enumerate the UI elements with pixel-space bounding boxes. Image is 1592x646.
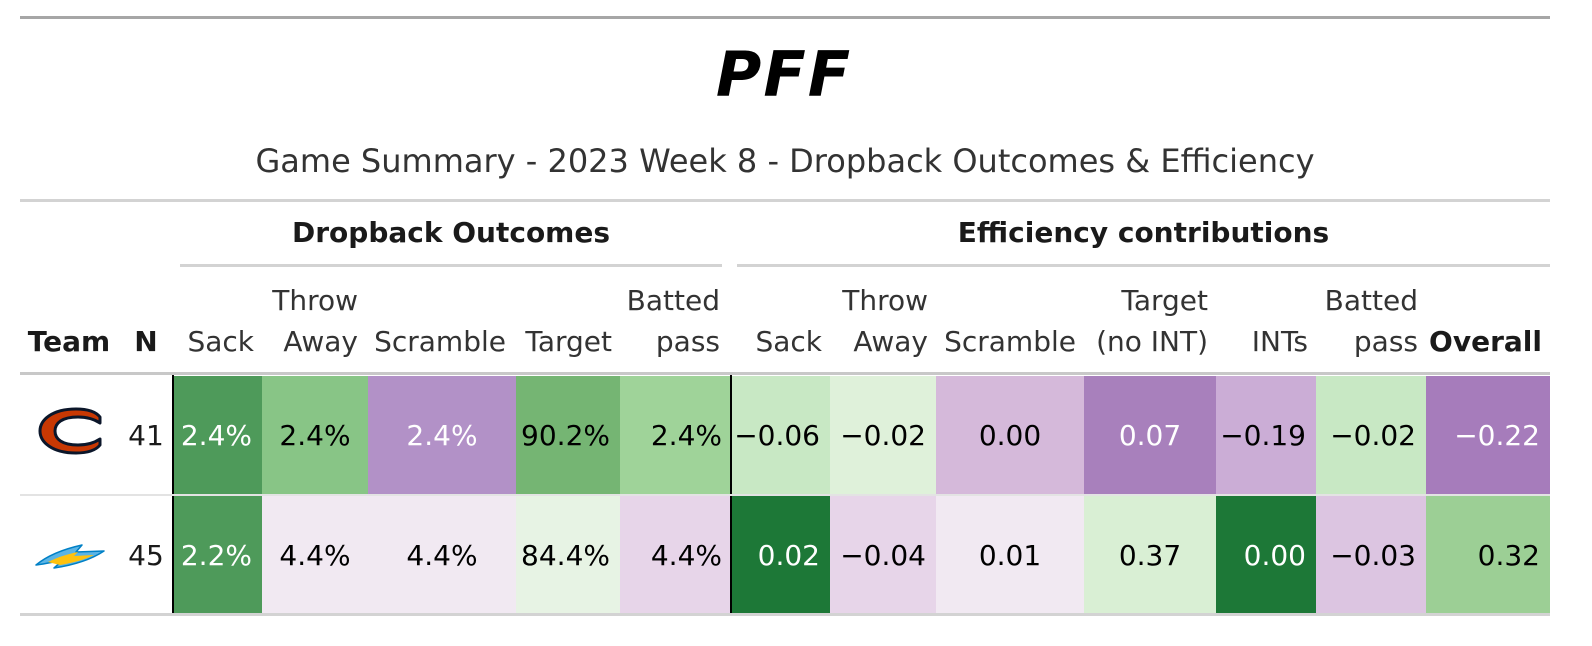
table-cell: −0.02: [1316, 376, 1426, 495]
cell-n: 45: [128, 539, 164, 572]
table-cell: 2.4%: [620, 376, 732, 495]
table-cell: 4.4%: [620, 496, 732, 615]
chargers-logo: [35, 544, 105, 569]
header-divider: [20, 372, 1550, 375]
col-header-eff-target-no-int: Target (no INT): [1096, 284, 1208, 358]
title-divider: [20, 199, 1550, 202]
pff-logo: PFF: [716, 46, 852, 102]
table-cell: −0.04: [830, 496, 936, 615]
col-header-eff-scramble: Scramble: [944, 325, 1076, 358]
table-cell: 2.4%: [174, 376, 262, 495]
col-header-eff-batted-pass: Batted pass: [1324, 284, 1418, 358]
col-header-outcome-sack: Sack: [187, 325, 254, 358]
table-cell: −0.22: [1426, 376, 1550, 495]
top-border: [20, 16, 1550, 19]
table-cell: 0.01: [936, 496, 1084, 615]
table-cell: 2.4%: [262, 376, 368, 495]
col-header-outcome-scramble: Scramble: [374, 325, 506, 358]
group-dropback-outcomes: Dropback Outcomes: [291, 216, 611, 249]
table-cell: −0.19: [1216, 376, 1316, 495]
table-cell: 2.2%: [174, 496, 262, 615]
col-header-outcome-target: Target: [525, 325, 612, 358]
table-cell: −0.02: [830, 376, 936, 495]
table-cell: 84.4%: [516, 496, 620, 615]
table-cell: 0.37: [1084, 496, 1216, 615]
col-header-eff-ints: INTs: [1251, 325, 1308, 358]
bottom-border: [20, 613, 1550, 616]
cell-n: 41: [128, 419, 164, 452]
col-header-outcome-batted-pass: Batted pass: [626, 284, 720, 358]
table-cell: 4.4%: [368, 496, 516, 615]
group-efficiency-contributions: Efficiency contributions: [957, 216, 1330, 249]
table-cell: 90.2%: [516, 376, 620, 495]
table-cell: 4.4%: [262, 496, 368, 615]
table-title: Game Summary - 2023 Week 8 - Dropback Ou…: [255, 142, 1315, 180]
table-cell: −0.06: [732, 376, 830, 495]
table-cell: −0.03: [1316, 496, 1426, 615]
table-cell: 2.4%: [368, 376, 516, 495]
col-header-outcome-throw-away: Throw Away: [272, 284, 358, 358]
group-dropback-outcomes-rule: [180, 264, 722, 267]
row-separator: [20, 494, 1550, 496]
bears-logo: [38, 407, 102, 455]
col-header-eff-overall: Overall: [1429, 325, 1542, 358]
table-cell: 0.00: [936, 376, 1084, 495]
pff-logo-text: PFF: [716, 46, 852, 102]
group-efficiency-rule: [737, 264, 1550, 267]
table-cell: 0.02: [732, 496, 830, 615]
col-header-eff-sack: Sack: [755, 325, 822, 358]
table-cell: 0.00: [1216, 496, 1316, 615]
table-cell: 0.32: [1426, 496, 1550, 615]
col-header-team: Team: [27, 325, 111, 358]
col-header-n: N: [134, 325, 158, 358]
table-cell: 0.07: [1084, 376, 1216, 495]
col-header-eff-throw-away: Throw Away: [842, 284, 928, 358]
